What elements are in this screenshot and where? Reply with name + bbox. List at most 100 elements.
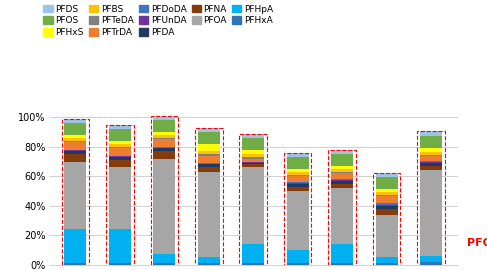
Bar [109, 125, 131, 129]
Bar [331, 181, 353, 184]
Bar [64, 138, 87, 141]
Bar [64, 229, 87, 263]
Bar [331, 263, 353, 265]
Bar [242, 167, 264, 244]
Bar [331, 244, 353, 263]
Bar [420, 147, 442, 152]
Bar [331, 172, 353, 173]
Bar [109, 141, 131, 144]
Bar [153, 147, 175, 148]
Bar [286, 175, 309, 176]
Bar [331, 180, 353, 181]
Bar [153, 132, 175, 135]
Bar [109, 144, 131, 147]
Bar [242, 164, 264, 167]
Legend: PFDS, PFOS, PFHxS, PFBS, PFTeDA, PFTrDA, PFDoDA, PFUnDA, PFDA, PFNA, PFOA, PFHpA: PFDS, PFOS, PFHxS, PFBS, PFTeDA, PFTrDA,… [43, 5, 273, 37]
Bar [286, 183, 309, 184]
Bar [286, 157, 309, 169]
Bar [375, 195, 398, 196]
Bar [286, 187, 309, 191]
Bar [375, 192, 398, 195]
Bar [331, 179, 353, 180]
Bar [242, 161, 264, 162]
Bar [242, 134, 264, 138]
Bar [198, 151, 220, 154]
Bar [420, 170, 442, 256]
Bar [375, 189, 398, 192]
Bar [64, 119, 87, 123]
Bar [198, 132, 220, 144]
Bar [198, 172, 220, 257]
Bar [153, 148, 175, 151]
Bar [153, 263, 175, 265]
Bar [242, 154, 264, 157]
Bar [375, 177, 398, 189]
Bar [375, 196, 398, 204]
Bar [198, 163, 220, 164]
Bar [375, 209, 398, 215]
Bar [64, 151, 87, 154]
Bar [64, 263, 87, 265]
Bar [198, 154, 220, 156]
Bar [420, 136, 442, 147]
Bar [198, 156, 220, 163]
Bar [420, 155, 442, 156]
Bar [198, 263, 220, 265]
Bar [420, 152, 442, 155]
Bar [420, 256, 442, 262]
Bar [109, 156, 131, 157]
Bar [64, 154, 87, 161]
Bar [420, 131, 442, 136]
Bar [286, 184, 309, 187]
Bar [286, 169, 309, 172]
Bar [420, 262, 442, 265]
Bar [286, 176, 309, 182]
Bar [198, 164, 220, 167]
Bar [242, 162, 264, 163]
Bar [286, 250, 309, 263]
Bar [153, 135, 175, 138]
Bar [331, 173, 353, 179]
Bar [153, 254, 175, 263]
Bar [109, 160, 131, 167]
Bar [375, 204, 398, 205]
Bar [64, 161, 87, 229]
Bar [64, 150, 87, 151]
Bar [331, 184, 353, 188]
Bar [286, 153, 309, 157]
Bar [420, 163, 442, 166]
Bar [64, 141, 87, 142]
Bar [64, 142, 87, 150]
Bar [242, 244, 264, 263]
Bar [153, 138, 175, 139]
Bar [198, 144, 220, 151]
Bar [109, 157, 131, 160]
Bar [375, 206, 398, 209]
Bar [375, 205, 398, 206]
Bar [109, 148, 131, 156]
Bar [375, 257, 398, 263]
Bar [375, 215, 398, 257]
Bar [420, 161, 442, 162]
Text: PFCAs: PFCAs [467, 238, 487, 248]
Bar [331, 188, 353, 244]
Bar [242, 150, 264, 154]
Bar [286, 182, 309, 183]
Bar [109, 147, 131, 148]
Bar [153, 120, 175, 132]
Bar [198, 128, 220, 132]
Bar [375, 263, 398, 265]
Bar [109, 263, 131, 265]
Bar [198, 257, 220, 263]
Bar [331, 166, 353, 169]
Bar [64, 135, 87, 138]
Bar [375, 173, 398, 177]
Bar [153, 139, 175, 147]
Bar [420, 162, 442, 163]
Bar [242, 158, 264, 161]
Bar [242, 163, 264, 164]
Bar [286, 191, 309, 250]
Bar [420, 166, 442, 170]
Bar [109, 229, 131, 263]
Bar [153, 116, 175, 120]
